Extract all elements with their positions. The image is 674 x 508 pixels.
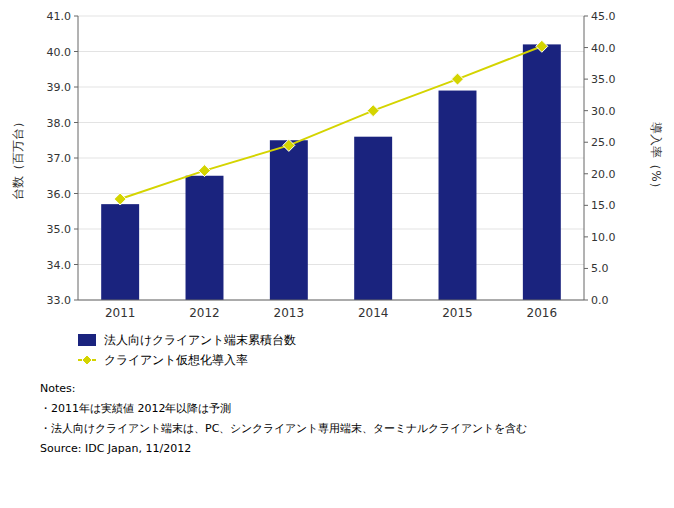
grid-line — [78, 16, 584, 17]
y2-tick — [584, 300, 588, 301]
line — [120, 46, 542, 199]
note: Source: IDC Japan, 11/2012 — [40, 442, 191, 455]
bar — [101, 204, 139, 300]
plot-area — [101, 40, 561, 300]
y-tick — [74, 193, 78, 194]
legend: 法人向けクライアント端末累積台数クライアント仮想化導入率 — [78, 333, 296, 367]
grid-line — [78, 300, 584, 301]
legend-marker — [82, 355, 92, 365]
y2-tick — [584, 173, 588, 174]
note: ・2011年は実績値 2012年以降は予測 — [40, 402, 232, 415]
y2-tick-label: 5.0 — [591, 262, 609, 275]
y2-tick — [584, 16, 588, 17]
chart: 33.0 34.0 35.0 36.0 37.0 38.0 39.0 40.0 41.0 0.0 5… — [0, 0, 674, 508]
y-tick — [74, 158, 78, 159]
y-tick-label: 37.0 — [47, 152, 72, 165]
note: Notes: — [40, 382, 75, 395]
x-tick-label: 2011 — [105, 306, 136, 320]
y2-tick — [584, 236, 588, 237]
grid-line — [78, 51, 584, 52]
bar — [186, 176, 224, 300]
bar — [270, 140, 308, 300]
axes: 33.0 34.0 35.0 36.0 37.0 38.0 39.0 40.0 41.0 0.0 5… — [11, 10, 663, 320]
y-tick-label: 33.0 — [47, 294, 72, 307]
grid-line — [78, 264, 584, 265]
y2-tick-label: 15.0 — [591, 199, 616, 212]
y2-tick-label: 45.0 — [591, 10, 616, 23]
grid-line — [78, 229, 584, 230]
y2-tick-label: 10.0 — [591, 231, 616, 244]
y2-tick — [584, 268, 588, 269]
y2-tick — [584, 47, 588, 48]
bar — [439, 91, 477, 300]
y-tick-label: 38.0 — [47, 117, 72, 130]
bar — [523, 44, 561, 300]
y-tick-label: 40.0 — [47, 46, 72, 59]
marker — [536, 40, 548, 52]
y-tick — [74, 300, 78, 301]
x-tick-label: 2014 — [358, 306, 389, 320]
legend-label: クライアント仮想化導入率 — [104, 353, 248, 367]
marker — [452, 73, 464, 85]
y2-tick — [584, 110, 588, 111]
bar — [354, 137, 392, 300]
y-axis-label: 台数（百万台） — [11, 116, 25, 200]
y-tick-label: 35.0 — [47, 223, 72, 236]
marker — [283, 139, 295, 151]
grid — [78, 16, 584, 300]
x-axis-line — [78, 300, 584, 301]
x-tick-label: 2015 — [442, 306, 473, 320]
legend-label: 法人向けクライアント端末累積台数 — [104, 333, 296, 347]
notes: Notes: ・2011年は実績値 2012年以降は予測・法人向けクライアント端末… — [40, 382, 527, 455]
y-tick — [74, 122, 78, 123]
background — [0, 0, 674, 508]
y-tick — [74, 16, 78, 17]
x-tick-label: 2016 — [527, 306, 558, 320]
y2-tick-label: 40.0 — [591, 42, 616, 55]
y2-tick — [584, 142, 588, 143]
marker — [199, 165, 211, 177]
y2-tick — [584, 79, 588, 80]
grid-line — [78, 193, 584, 194]
y-tick-label: 36.0 — [47, 188, 72, 201]
grid-line — [78, 158, 584, 159]
y2-tick-label: 25.0 — [591, 136, 616, 149]
x-tick-label: 2012 — [189, 306, 220, 320]
y2-axis-label: 導入率（%） — [649, 122, 663, 193]
legend-swatch — [78, 334, 96, 346]
y2-tick-label: 0.0 — [591, 294, 609, 307]
marker — [367, 105, 379, 117]
y-tick — [74, 264, 78, 265]
grid-line — [78, 122, 584, 123]
y-tick — [74, 229, 78, 230]
y-tick — [74, 87, 78, 88]
note: ・法人向けクライアント端末は、PC、シンクライアント専用端末、ターミナルクライア… — [40, 422, 527, 435]
y2-axis-line — [584, 16, 585, 300]
y-tick-label: 39.0 — [47, 81, 72, 94]
y2-tick — [584, 205, 588, 206]
x-tick-label: 2013 — [274, 306, 305, 320]
y2-tick-label: 20.0 — [591, 168, 616, 181]
y2-tick-label: 30.0 — [591, 105, 616, 118]
y2-tick-label: 35.0 — [591, 73, 616, 86]
y-tick-label: 34.0 — [47, 259, 72, 272]
y-tick — [74, 51, 78, 52]
marker — [114, 193, 126, 205]
grid-line — [78, 87, 584, 88]
y-tick-label: 41.0 — [47, 10, 72, 23]
